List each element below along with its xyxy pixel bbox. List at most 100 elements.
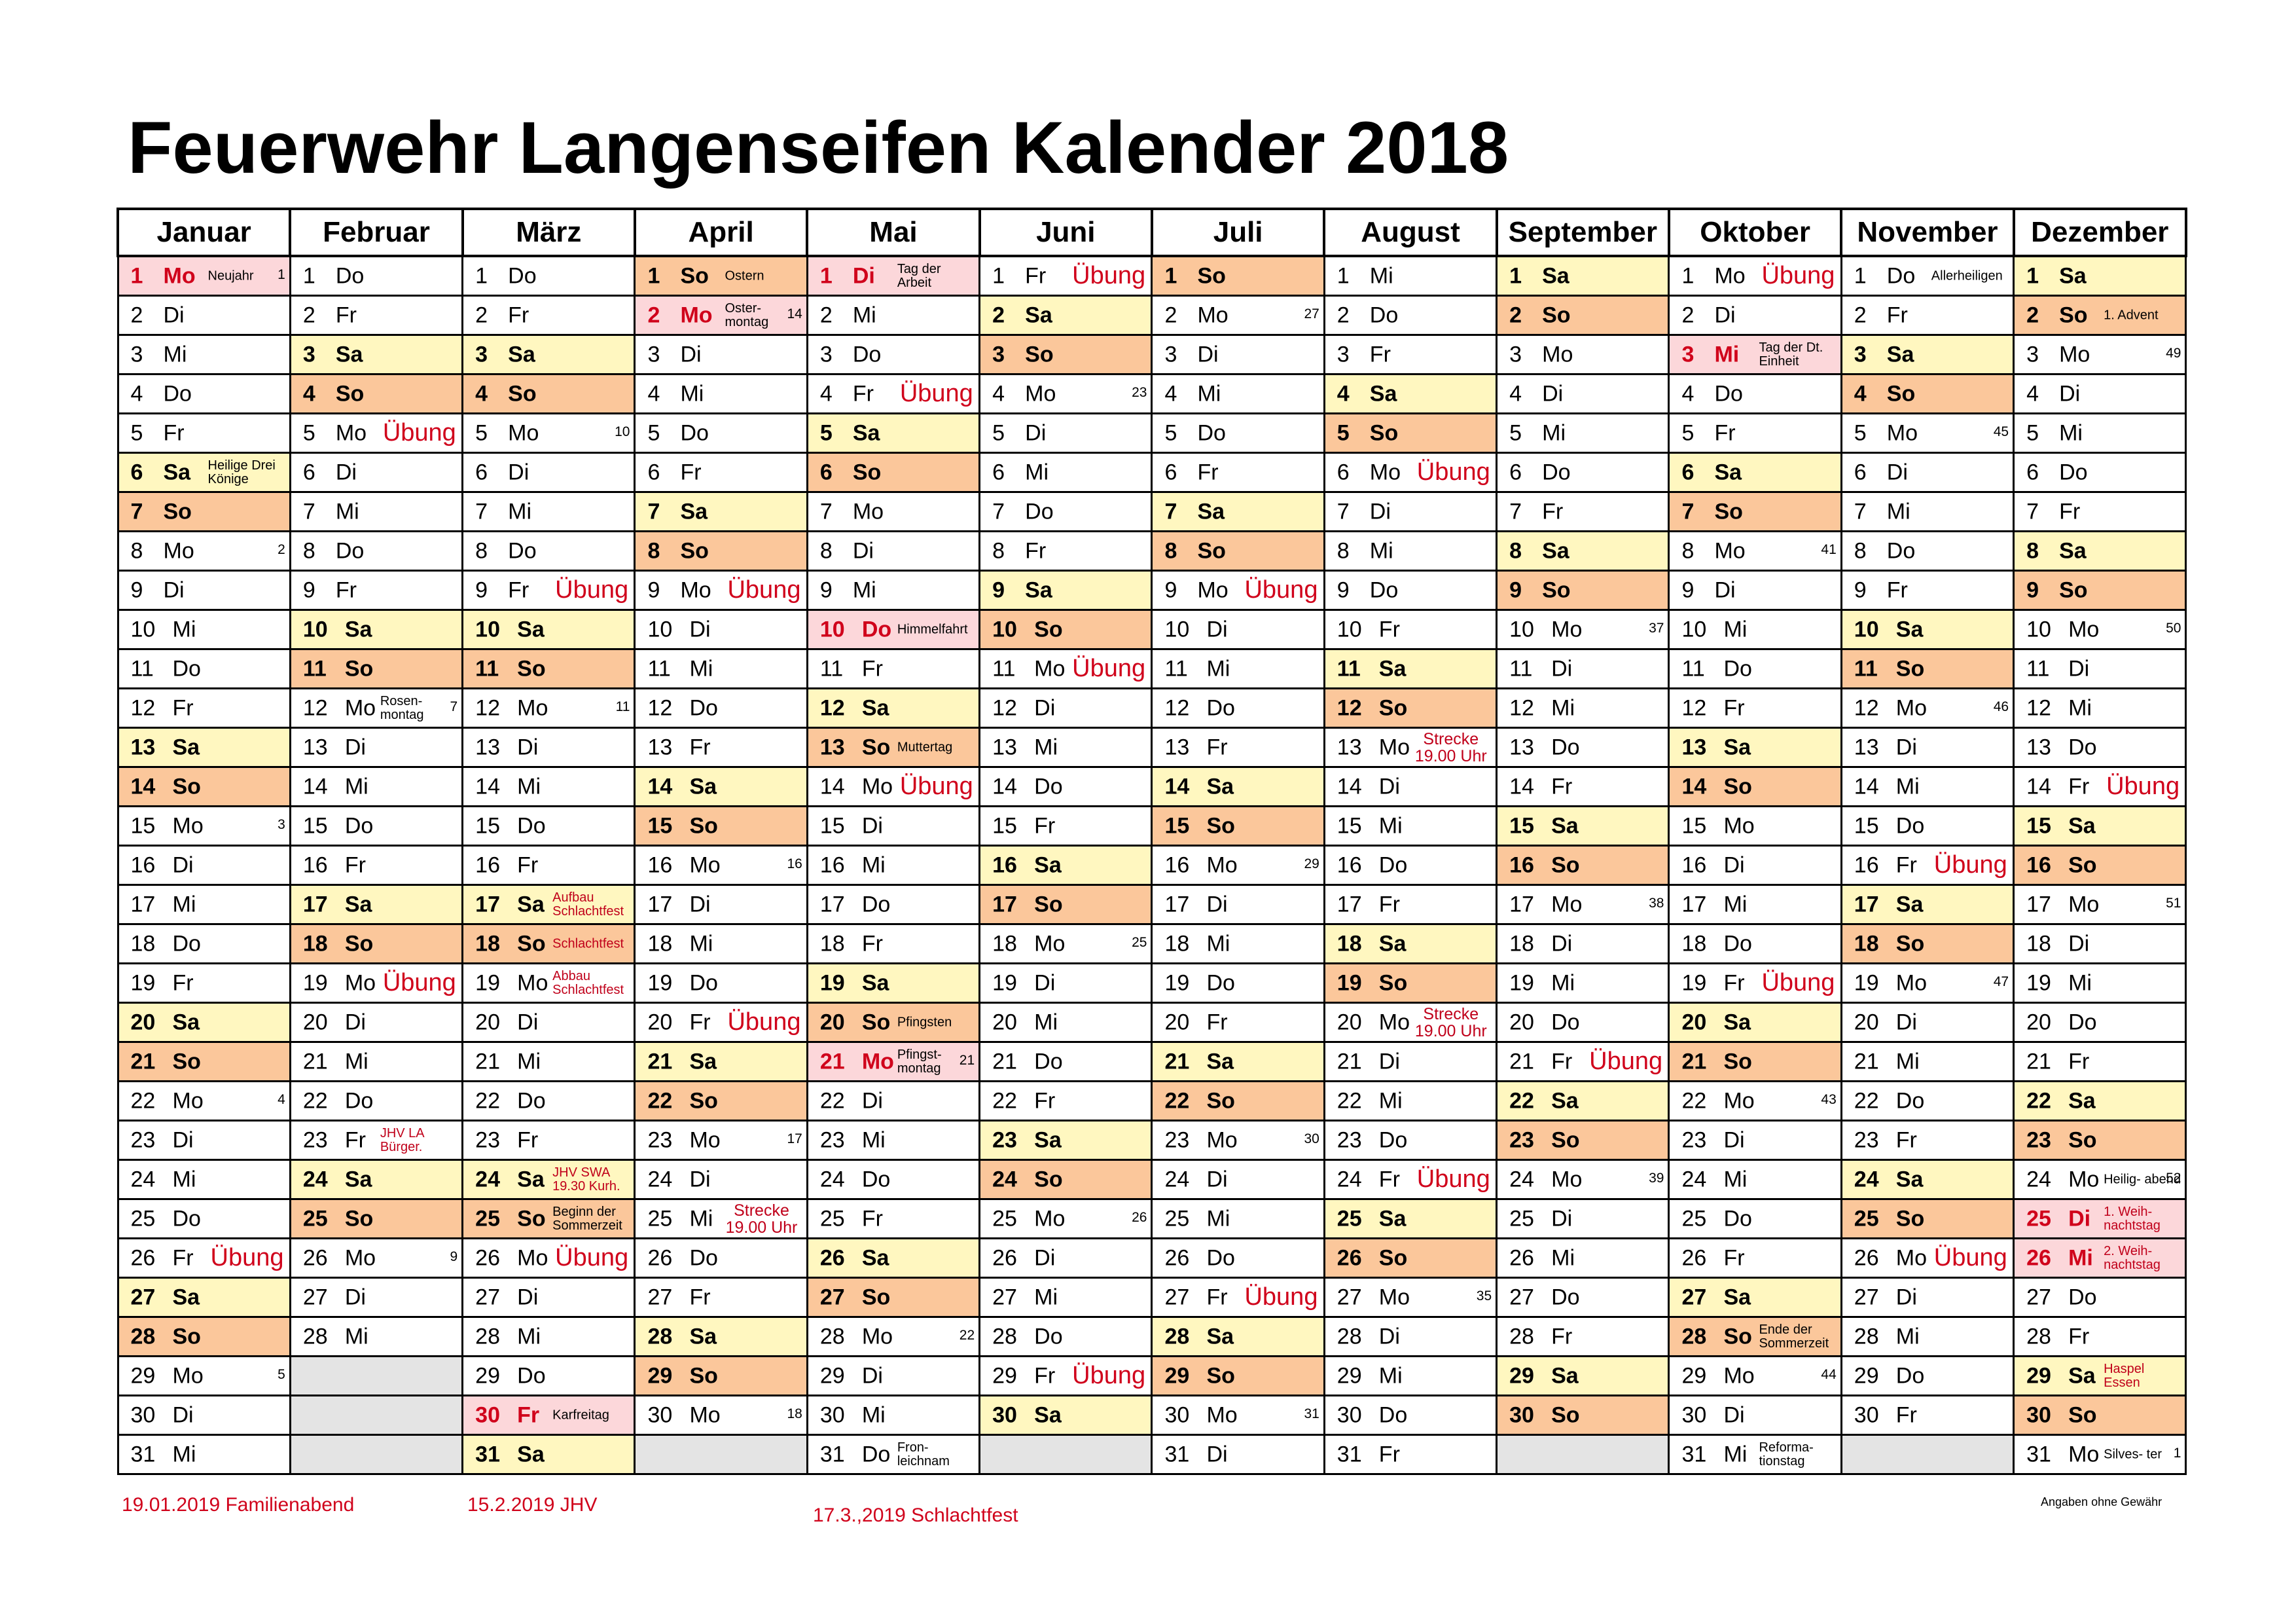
day-cell: 4 Di	[2013, 373, 2187, 414]
day-cell: 9 Mo Übung	[634, 570, 808, 611]
day-cell: 1 Do Allerheiligen	[1840, 255, 2015, 297]
day-number: 18	[1509, 931, 1534, 956]
day-cell: 4 Fr Übung	[806, 373, 981, 414]
weekday-label: Di	[1378, 1324, 1400, 1349]
day-cell: 16 Sa	[978, 845, 1153, 886]
event-label: 1. Advent	[2104, 308, 2159, 322]
day-cell: 27 Do	[1496, 1277, 1670, 1318]
day-number: 27	[647, 1285, 673, 1309]
day-cell: 6 Di	[289, 452, 464, 493]
day-cell: 26 Mo Übung	[1840, 1237, 2015, 1279]
day-number: 4	[1336, 381, 1350, 406]
day-cell: 13 Sa	[117, 727, 291, 768]
day-number: 12	[302, 695, 328, 720]
day-cell: 1 Mo Übung	[1668, 255, 1842, 297]
weekday-label: Sa	[861, 695, 889, 720]
weekday-label: Sa	[1206, 1324, 1234, 1349]
weekday-label: Mi	[1551, 695, 1575, 720]
weekday-label: Di	[861, 813, 883, 838]
weekday-label: Di	[1369, 499, 1391, 524]
day-cell: 18 Do	[117, 923, 291, 964]
day-cell: 20 Sa	[117, 1002, 291, 1043]
day-number: 3	[1336, 342, 1350, 367]
week-number: 1	[2173, 1446, 2181, 1461]
day-number: 20	[1164, 1010, 1190, 1034]
weekday-label: Di	[172, 852, 194, 877]
day-cell: 4 Do	[1668, 373, 1842, 414]
day-number: 23	[2026, 1127, 2051, 1152]
day-cell: 13 Fr	[634, 727, 808, 768]
weekday-label: Fr	[852, 381, 874, 406]
weekday-label: Di	[344, 1285, 366, 1309]
day-number: 28	[475, 1324, 500, 1349]
day-number: 19	[302, 970, 328, 995]
day-cell: 30 Fr	[1840, 1395, 2015, 1436]
day-cell: 11 So	[1840, 648, 2015, 689]
day-cell: 9 So	[2013, 570, 2187, 611]
day-number: 17	[647, 892, 673, 917]
day-number: 28	[647, 1324, 673, 1349]
day-cell: 10 Do Himmelfahrt	[806, 609, 981, 650]
day-number: 28	[130, 1324, 156, 1349]
day-number: 20	[1509, 1010, 1534, 1034]
weekday-label: So	[517, 931, 546, 956]
day-number: 3	[819, 342, 833, 367]
day-number: 16	[1854, 852, 1879, 877]
day-number: 20	[130, 1010, 156, 1034]
day-number: 8	[1854, 538, 1867, 563]
day-cell: 20 Do	[2013, 1002, 2187, 1043]
empty-cell	[289, 1355, 464, 1396]
day-cell: 13 Do	[1496, 727, 1670, 768]
week-number: 11	[615, 699, 630, 714]
day-number: 22	[647, 1088, 673, 1113]
day-cell: 22 Mi	[1323, 1080, 1498, 1122]
day-number: 18	[302, 931, 328, 956]
day-number: 6	[1164, 460, 1177, 484]
day-cell: 27 Di	[1840, 1277, 2015, 1318]
day-number: 16	[1681, 852, 1707, 877]
day-number: 5	[819, 420, 833, 445]
day-cell: 31 Mo Silves- ter 1	[2013, 1434, 2187, 1475]
day-cell: 13 Fr	[1151, 727, 1325, 768]
week-number: 27	[1304, 306, 1319, 321]
day-number: 10	[2026, 617, 2051, 642]
day-number: 8	[1681, 538, 1695, 563]
day-number: 27	[992, 1285, 1017, 1309]
day-cell: 16 Di	[117, 845, 291, 886]
weekday-label: So	[1895, 1206, 1925, 1231]
day-number: 30	[130, 1402, 156, 1427]
event-label: Übung	[382, 968, 456, 996]
weekday-label: Do	[689, 970, 718, 995]
weekday-label: Mi	[852, 302, 876, 327]
day-cell: 21 Mi	[461, 1041, 636, 1082]
weekday-label: Do	[861, 617, 892, 642]
day-cell: 6 Mi	[978, 452, 1153, 493]
day-cell: 1 So Ostern	[634, 255, 808, 297]
weekday-label: Sa	[344, 617, 372, 642]
day-number: 4	[992, 381, 1005, 406]
day-cell: 27 Di	[289, 1277, 464, 1318]
day-number: 20	[1336, 1010, 1362, 1034]
day-cell: 12 Mo 46	[1840, 687, 2015, 729]
day-cell: 19 Mo 47	[1840, 962, 2015, 1004]
weekday-label: Mo	[1723, 1363, 1755, 1388]
day-number: 1	[1681, 263, 1695, 288]
weekday-label: Fr	[689, 1285, 711, 1309]
day-row: 16 Di 16 Fr 16 Fr 16 Mo 16 16 Mi 16 Sa 16 Mo 29 16 Do 16 So…	[117, 845, 2187, 886]
day-row: 1 Mo Neujahr 1 1 Do 1 Do 1 So Ostern 1 Di Tag der Arb…	[117, 255, 2187, 297]
day-cell: 15 Do	[289, 805, 464, 847]
day-cell: 18 Mo 25	[978, 923, 1153, 964]
weekday-label: Mo	[680, 302, 713, 327]
day-cell: 29 Di	[806, 1355, 981, 1396]
day-cell: 17 Di	[1151, 884, 1325, 925]
day-number: 2	[992, 302, 1005, 327]
page-title: Feuerwehr Langenseifen Kalender 2018	[128, 107, 1509, 189]
day-number: 8	[1164, 538, 1177, 563]
day-cell: 13 So Muttertag	[806, 727, 981, 768]
day-number: 2	[475, 302, 488, 327]
week-number: 26	[1132, 1210, 1147, 1225]
weekday-label: Mi	[1551, 1245, 1575, 1270]
weekday-label: So	[1886, 381, 1916, 406]
day-number: 29	[130, 1363, 156, 1388]
day-cell: 19 Mo Übung	[289, 962, 464, 1004]
